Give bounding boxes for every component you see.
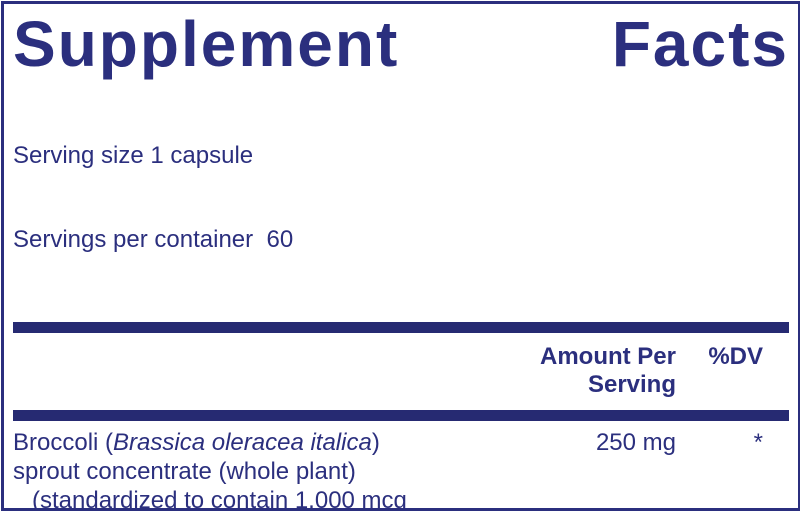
- ingredient-name-segment: Brassica oleracea italica: [113, 429, 372, 457]
- ingredient-name: Broccoli (Brassica oleracea italica) spro…: [13, 428, 471, 511]
- ingredient-dv: *: [753, 429, 763, 457]
- column-header-row: Amount Per Serving %DV: [13, 333, 789, 410]
- title-word-supplement: Supplement: [13, 8, 400, 80]
- ingredient-rows: Broccoli (Brassica oleracea italica) spro…: [13, 421, 789, 511]
- ingredient-amount: 250 mg: [595, 429, 676, 457]
- ingredient-name-segment: (standardized to contain 1,000 mcg sulfo…: [32, 487, 407, 511]
- ingredient-name-line: Broccoli (Brassica oleracea italica): [13, 428, 471, 457]
- ingredient-name-segment: sprout concentrate (whole plant): [13, 458, 356, 486]
- ingredient-row: Broccoli (Brassica oleracea italica) spro…: [13, 421, 789, 511]
- title-word-facts: Facts: [611, 8, 789, 80]
- amount-per-serving-header: Amount Per Serving: [539, 343, 676, 399]
- serving-size-line: Serving size 1 capsule: [13, 142, 254, 170]
- ingredient-name-segment: Broccoli (: [13, 429, 114, 457]
- serving-info: Serving size 1 capsule Servings per cont…: [13, 86, 789, 310]
- divider-bar-top: [13, 322, 789, 334]
- servings-per-container-line: Servings per container 60: [13, 226, 294, 254]
- divider-bar-header: [13, 410, 789, 422]
- supplement-facts-title: Supplement Facts: [13, 8, 789, 80]
- ingredient-name-line: (standardized to contain 1,000 mcg sulfo…: [13, 486, 471, 511]
- percent-dv-header: %DV: [708, 343, 763, 371]
- ingredient-name-segment: ): [371, 429, 380, 457]
- ingredient-name-line: sprout concentrate (whole plant): [13, 457, 471, 486]
